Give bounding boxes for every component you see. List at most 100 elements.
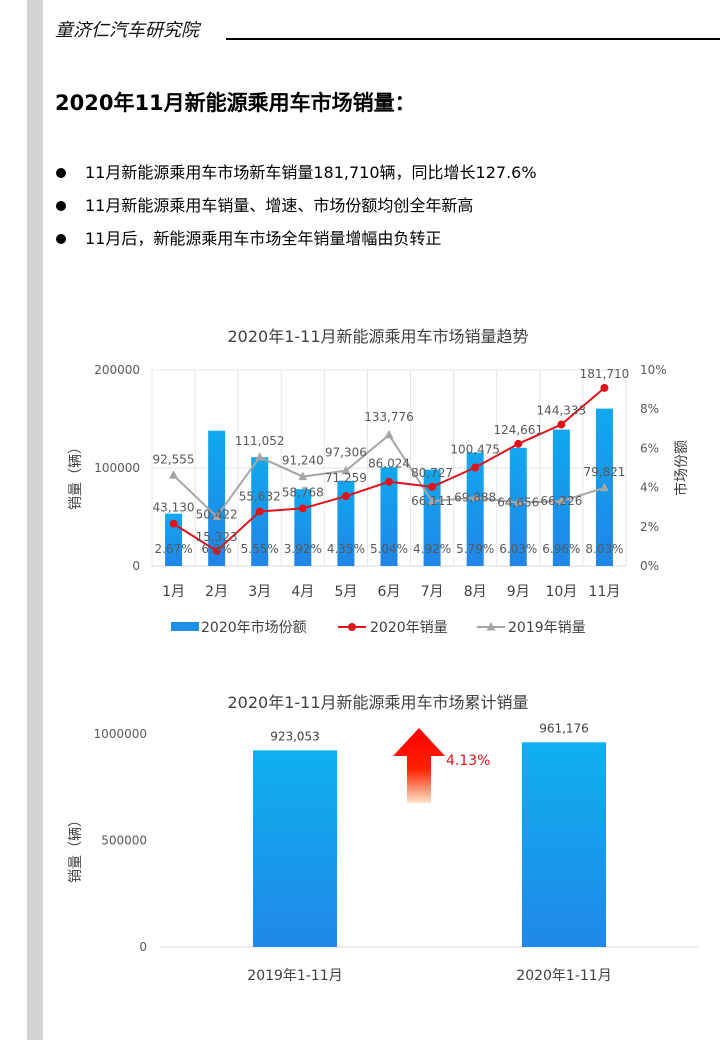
sales-2020-point: [514, 439, 523, 448]
legend-label: 2020年市场份额: [201, 619, 307, 636]
x-tick-label: 4月: [291, 584, 314, 600]
market-share-data-label: 5.04%: [370, 542, 408, 556]
sales-2019-point: [341, 465, 351, 475]
market-share-data-label: 5.55%: [241, 542, 279, 556]
bullet-text: 11月新能源乘用车市场新车销量181,710辆，同比增长127.6%: [85, 163, 537, 182]
sales-2019-point: [556, 496, 566, 505]
market-share-bar: [509, 447, 527, 566]
sales-2020-data-label: 124,661: [493, 423, 543, 437]
growth-rate-label: 4.13%: [446, 753, 490, 769]
page-side-bar: [27, 0, 43, 1040]
y-tick-label-left: 0: [132, 559, 140, 573]
x-tick-label: 2月: [205, 584, 228, 600]
market-share-data-label: 4.35%: [327, 542, 365, 556]
y-tick-label-right: 10%: [640, 363, 667, 377]
sales-2019-data-label: 111,052: [235, 434, 285, 448]
page-title: 2020年11月新能源乘用车市场销量：: [55, 91, 416, 115]
y-tick-label-right: 2%: [640, 520, 659, 534]
y-axis-title-right: 市场份额: [673, 440, 690, 496]
sales-2020-data-label: 86,024: [368, 457, 410, 471]
x-tick-label: 6月: [378, 584, 401, 600]
sales-2019-point: [298, 471, 308, 481]
sales-2019-data-label: 69,888: [454, 491, 496, 505]
sales-2020-point: [255, 507, 264, 516]
sales-2020-point: [169, 519, 178, 528]
market-share-bar: [380, 467, 398, 566]
market-share-data-label: 6.03%: [499, 542, 537, 556]
sales-2020-point: [600, 383, 609, 392]
x-tick-label: 3月: [248, 584, 271, 600]
y-tick-label: 500000: [101, 834, 147, 848]
market-share-data-label: 5.79%: [456, 542, 494, 556]
header-rule: [226, 38, 720, 40]
cumulative-data-label: 923,053: [270, 729, 320, 743]
sales-2020-data-label: 71,259: [325, 471, 367, 485]
bullet-item: 11月新能源乘用车销量、增速、市场份额均创全年新高: [55, 193, 537, 226]
sales-2019-point: [255, 452, 265, 461]
x-tick-label: 5月: [334, 584, 357, 600]
sales-2019-data-label: 66,111: [411, 494, 453, 508]
market-share-data-label: 8.03%: [585, 542, 623, 556]
y-axis-title: 销量（辆）: [68, 813, 84, 883]
bullet-dot-icon: [56, 168, 66, 178]
x-tick-label: 7月: [421, 584, 444, 600]
x-tick-label: 1月: [162, 584, 185, 600]
y-tick-label: 0: [139, 940, 147, 954]
sales-2020-point: [557, 420, 566, 429]
market-share-bar: [466, 452, 484, 566]
sales-2020-point: [298, 504, 307, 513]
sales-2019-data-label: 50,422: [196, 508, 238, 522]
sales-2019-data-label: 79,821: [583, 465, 625, 479]
x-tick-label: 10月: [545, 584, 577, 600]
x-tick-label: 9月: [507, 584, 530, 600]
sales-2020-data-label: 100,475: [450, 443, 500, 457]
sales-2019-point: [212, 511, 222, 521]
sales-2019-data-label: 133,776: [364, 410, 414, 424]
header-brand: 童济仁汽车研究院: [55, 20, 199, 41]
bullet-dot-icon: [56, 201, 66, 211]
bullet-item: 11月新能源乘用车市场新车销量181,710辆，同比增长127.6%: [55, 160, 537, 193]
x-tick-label: 8月: [464, 584, 487, 600]
sales-2020-point: [341, 492, 350, 501]
legend-marker: [486, 622, 496, 631]
chart-title: 2020年1-11月新能源乘用车市场销量趋势: [227, 327, 528, 346]
bullet-text: 11月新能源乘用车销量、增速、市场份额均创全年新高: [85, 196, 474, 215]
sales-2019-point: [470, 492, 480, 502]
legend-label: 2020年销量: [370, 620, 448, 636]
sales-2020-data-label: 58,768: [282, 485, 324, 499]
sales-2019-data-label: 66,226: [540, 494, 582, 508]
sales-2019-point: [427, 496, 437, 505]
bullet-list: 11月新能源乘用车市场新车销量181,710辆，同比增长127.6% 11月新能…: [55, 160, 537, 259]
sales-2020-data-label: 144,333: [537, 404, 587, 418]
x-tick-label: 11月: [589, 584, 621, 600]
market-share-data-label: 2.67%: [154, 542, 192, 556]
y-tick-label-right: 4%: [640, 481, 659, 495]
y-tick-label-left: 100000: [94, 461, 140, 475]
market-share-data-label: 4.92%: [413, 542, 451, 556]
market-share-data-label: 6.9%: [201, 542, 232, 556]
sales-2020-point: [385, 477, 393, 486]
x-tick-label: 2020年1-11月: [516, 968, 611, 984]
y-tick-label: 1000000: [94, 727, 147, 741]
sales-2020-point: [471, 463, 480, 472]
cumulative-sales-bar: [253, 750, 337, 947]
sales-2020-data-label: 43,130: [153, 501, 195, 515]
y-tick-label-right: 0%: [640, 559, 659, 573]
y-tick-label-right: 8%: [640, 402, 659, 416]
sales-2019-data-label: 64,656: [497, 496, 539, 510]
legend-bar-swatch: [171, 622, 199, 631]
sales-2019-point: [169, 470, 179, 479]
chart-title: 2020年1-11月新能源乘用车市场累计销量: [227, 693, 528, 712]
sales-2019-data-label: 91,240: [282, 454, 324, 468]
sales-2019-data-label: 97,306: [325, 446, 367, 460]
x-tick-label: 2019年1-11月: [247, 968, 342, 984]
sales-2019-data-label: 92,555: [153, 452, 195, 466]
market-share-bar: [337, 480, 355, 566]
market-share-bar: [208, 430, 226, 566]
legend-label: 2019年销量: [508, 620, 586, 636]
market-share-data-label: 6.96%: [542, 542, 580, 556]
cumulative-data-label: 961,176: [539, 721, 589, 735]
bullet-text: 11月后，新能源乘用车市场全年销量增幅由负转正: [85, 229, 442, 248]
